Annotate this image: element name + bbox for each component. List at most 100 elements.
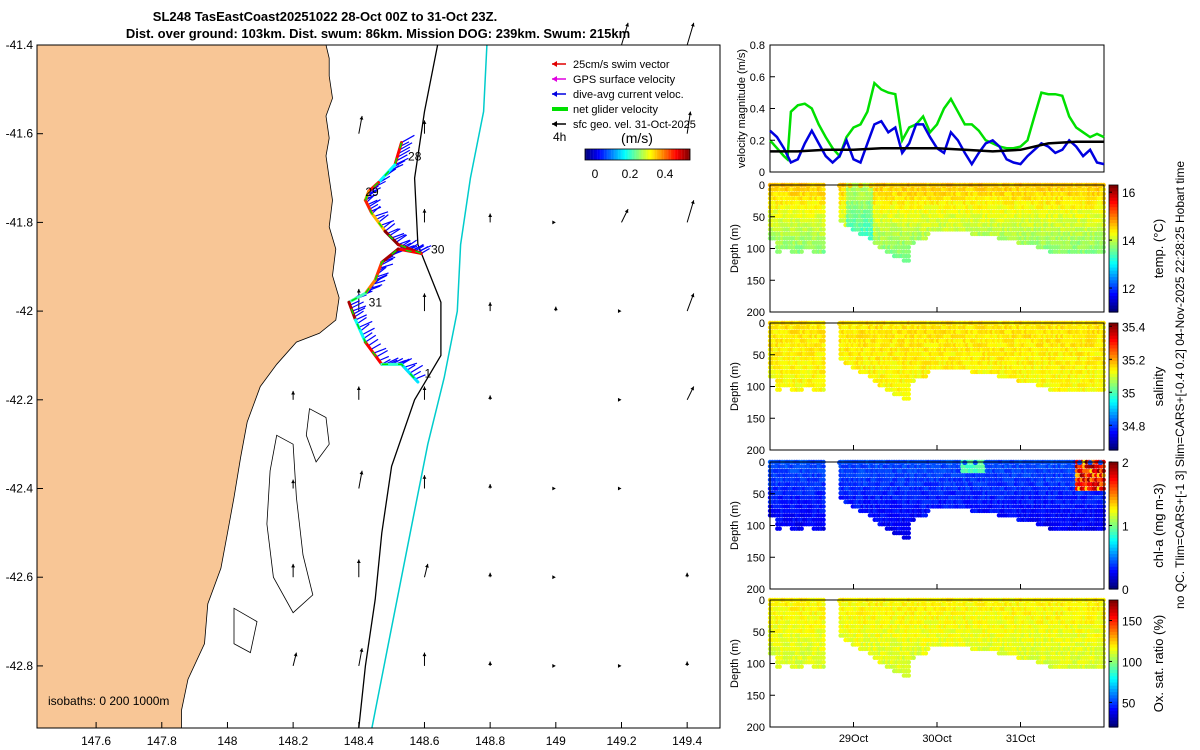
colorbar-cell (1109, 254, 1118, 259)
map-y-tick-label: -41.8 (6, 215, 34, 229)
map-y-tick-label: -42.8 (6, 659, 34, 673)
colorbar-cell (586, 149, 589, 160)
colorbar-cell (1109, 289, 1118, 294)
section-sample (821, 464, 826, 469)
map-y-tick-label: -41.4 (6, 38, 34, 52)
colorbar-cell (592, 149, 594, 160)
legend-label: GPS surface velocity (573, 74, 676, 86)
surface-sample (1087, 321, 1093, 327)
current-vector (370, 343, 382, 351)
current-vector (393, 234, 406, 241)
geo-vector (488, 484, 493, 489)
current-vector (401, 134, 415, 144)
map-x-tick-label: 149.2 (606, 734, 636, 748)
colorbar-tick-label: 12 (1122, 282, 1136, 296)
geo-vector-head (690, 200, 695, 205)
geo-vector-head (552, 486, 556, 491)
section-sample (821, 495, 826, 500)
geo-vector (685, 661, 690, 666)
colorbar-cell (641, 149, 643, 160)
colorbar-cell (662, 149, 664, 160)
map-frame (36, 44, 721, 729)
colorbar-cell (1109, 267, 1118, 272)
section-sample (821, 213, 826, 219)
colorbar-cell (1109, 219, 1118, 224)
section-sample (821, 236, 826, 241)
colorbar-cell (630, 149, 633, 160)
geo-vector-head (617, 663, 622, 668)
net-velocity-path (347, 142, 422, 383)
section-sample (821, 240, 826, 245)
colorbar-label: temp. (°C) (1151, 219, 1166, 278)
colorbar-cell (585, 149, 587, 160)
current-vector (399, 142, 413, 151)
section-sample (821, 486, 826, 491)
velocity-y-label: velocity magnitude (m/s) (736, 49, 748, 168)
geo-vector-head (624, 209, 629, 214)
surface-sample (889, 321, 895, 327)
surface-sample (983, 321, 989, 327)
section-sample (821, 517, 826, 522)
surface-sample (1077, 321, 1083, 327)
section-sample (906, 249, 911, 254)
colorbar-cell (1109, 283, 1118, 288)
colorbar-cell (632, 149, 635, 160)
colorbar-tick-label: 35.2 (1122, 353, 1146, 367)
map-x-tick-label: 148.2 (278, 734, 308, 748)
geo-vector-head (422, 386, 427, 391)
geo-vector (488, 395, 493, 400)
section-sample (906, 245, 911, 250)
section-sample (911, 378, 916, 383)
map-x-tick-label: 147.8 (147, 734, 177, 748)
colorbar-cell (672, 149, 675, 160)
legend-label: net glider velocity (573, 104, 658, 116)
current-vector (391, 232, 405, 239)
geo-vector (356, 559, 361, 578)
surface-sample (1045, 321, 1051, 327)
colorbar-cell (623, 149, 626, 160)
surface-sample (1025, 183, 1030, 189)
geo-vector (356, 386, 361, 400)
current-vector (405, 239, 417, 249)
surface-sample (920, 321, 926, 327)
colorbar-cell (1109, 248, 1118, 253)
geo-vector (552, 663, 556, 668)
section-y-label: Depth (m) (729, 362, 741, 411)
current-vector (371, 205, 381, 214)
colorbar-cell (669, 149, 671, 160)
colorbar-cell (1109, 204, 1118, 208)
colorbar-cell (1109, 308, 1118, 313)
colorbar-cell (679, 149, 682, 160)
surface-sample (868, 321, 874, 327)
geo-vector (488, 572, 493, 578)
current-vector (376, 214, 385, 220)
velocity-y-tick-label: 0.4 (750, 104, 765, 116)
colorbar-cell (1109, 273, 1118, 278)
surface-sample (1056, 183, 1062, 189)
velocity-y-tick-label: 0.2 (750, 135, 765, 147)
day-label: 1 (424, 367, 431, 381)
colorbar-cell (621, 149, 624, 160)
section-y-label: Depth (m) (729, 224, 741, 273)
section-sample (923, 374, 929, 379)
colorbar-cell (595, 149, 598, 160)
geo-vector-head (422, 293, 427, 297)
section-sample (923, 236, 929, 241)
tasmania-land (36, 44, 340, 729)
surface-sample (847, 321, 853, 327)
colorbar-cell (655, 149, 657, 160)
geo-vector-head (422, 652, 427, 657)
legend-label: dive-avg current veloc. (573, 89, 684, 101)
geo-vector-head (422, 209, 427, 213)
colorbar-cell (1109, 223, 1118, 227)
colorbar-cell (1109, 207, 1118, 211)
surface-sample (962, 183, 968, 189)
surface-sample (816, 321, 822, 327)
surface-sample (972, 183, 978, 189)
geo-vector-head (356, 288, 361, 293)
figure-title-line1: SL248 TasEastCoast20251022 28-Oct 00Z to… (153, 9, 497, 24)
current-vector (378, 214, 389, 223)
surface-sample (899, 183, 905, 189)
